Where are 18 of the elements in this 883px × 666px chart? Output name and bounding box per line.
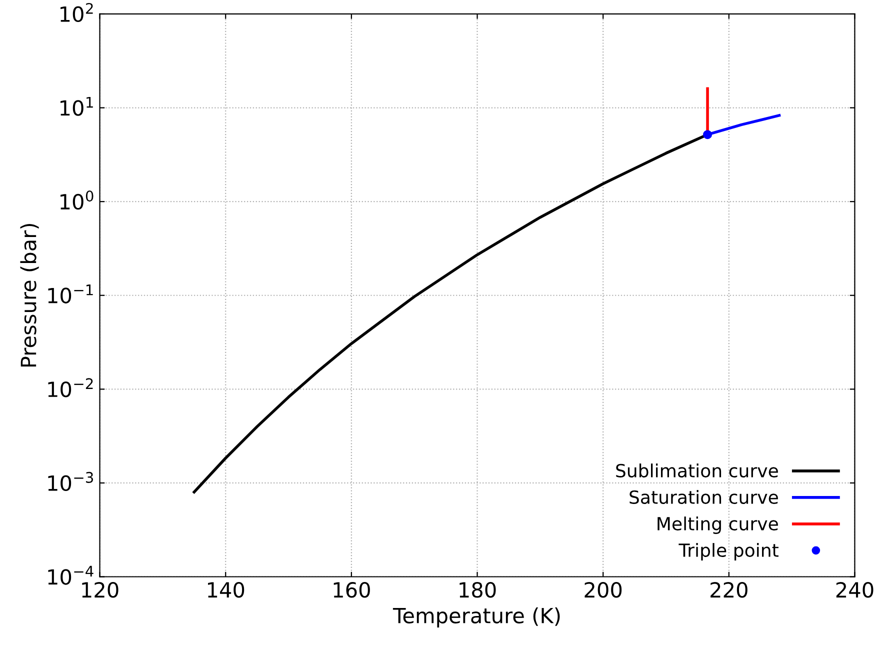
y-tick-label: 10$^{−1}$ <box>48 284 93 304</box>
y-tick-label: 10$^{0}$ <box>60 190 94 210</box>
y-axis-title: Pressure (bar) <box>20 224 39 367</box>
legend-label: Saturation curve <box>630 490 778 504</box>
legend-label: Sublimation curve <box>616 464 778 478</box>
x-tick-label: 160 <box>334 582 370 598</box>
y-tick-label: 10$^{−2}$ <box>48 378 93 398</box>
legend-label: Melting curve <box>658 516 778 534</box>
y-tick-label: 10$^{1}$ <box>60 96 93 116</box>
x-tick-label: 180 <box>460 582 496 598</box>
legend-label: Triple point <box>678 543 778 561</box>
x-tick-label: 140 <box>208 582 244 598</box>
x-tick-label: 240 <box>836 582 874 598</box>
y-tick-label: 10$^{−3}$ <box>48 472 93 492</box>
y-tick-label: 10$^{2}$ <box>60 2 93 22</box>
x-tick-label: 220 <box>710 582 748 598</box>
x-axis-title: Temperature (K) <box>392 607 560 628</box>
x-tick-label: 200 <box>584 582 622 598</box>
